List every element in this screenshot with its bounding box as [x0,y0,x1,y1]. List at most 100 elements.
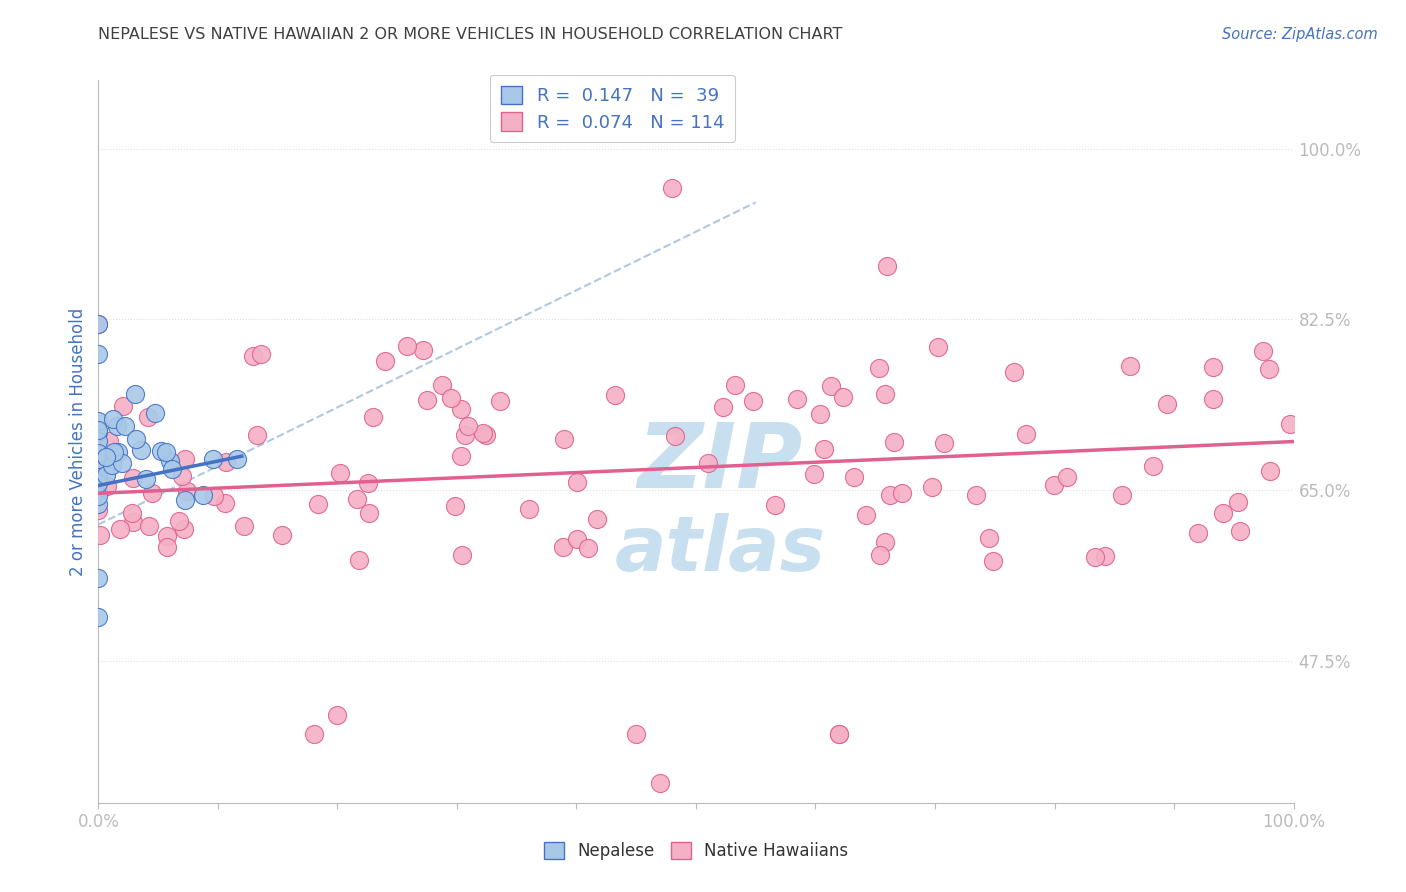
Text: Source: ZipAtlas.com: Source: ZipAtlas.com [1222,27,1378,42]
Point [250,347,273,361]
Point [977,531,1000,545]
Point [450,548,472,562]
Point [443,500,465,514]
Point [1202,392,1225,407]
Point [214,496,236,510]
Point [172,469,194,483]
Point [121,506,143,520]
Point [105,419,128,434]
Point [1002,365,1025,379]
Point [357,475,380,490]
Point [191,488,214,502]
Point [868,360,890,375]
Point [174,493,197,508]
Point [87,318,110,332]
Point [155,444,177,458]
Point [359,506,381,520]
Point [160,462,183,476]
Point [346,492,368,507]
Point [551,540,574,554]
Point [1257,361,1279,376]
Point [883,435,905,450]
Point [828,727,851,741]
Point [855,508,877,523]
Point [981,553,1004,567]
Point [111,399,134,413]
Point [122,471,145,485]
Point [1279,417,1302,431]
Point [87,610,110,624]
Point [489,394,512,409]
Point [94,467,117,482]
Point [820,378,842,392]
Point [87,445,110,459]
Point [156,528,179,542]
Point [138,519,160,533]
Point [1258,464,1281,478]
Point [813,442,835,457]
Point [202,489,225,503]
Point [225,451,247,466]
Point [696,456,718,470]
Point [723,377,745,392]
Point [873,535,896,549]
Point [450,401,472,416]
Point [87,470,110,484]
Point [844,470,866,484]
Point [135,472,157,486]
Point [416,392,439,407]
Point [471,425,494,440]
Legend: Nepalese, Native Hawaiians: Nepalese, Native Hawaiians [537,835,855,867]
Point [457,418,479,433]
Point [103,444,125,458]
Point [232,519,254,533]
Point [664,429,686,443]
Point [965,487,987,501]
Point [361,410,384,425]
Point [1111,488,1133,502]
Point [302,727,325,741]
Point [831,390,853,404]
Point [763,498,786,512]
Point [1226,494,1249,508]
Point [454,428,477,442]
Point [108,522,131,536]
Point [155,540,177,554]
Point [87,346,110,360]
Point [876,259,898,273]
Point [87,451,110,466]
Point [176,483,198,498]
Point [553,433,575,447]
Point [87,475,110,490]
Point [149,443,172,458]
Point [576,541,599,555]
Text: NEPALESE VS NATIVE HAWAIIAN 2 OR MORE VEHICLES IN HOUSEHOLD CORRELATION CHART: NEPALESE VS NATIVE HAWAIIAN 2 OR MORE VE… [98,27,842,42]
Point [101,458,124,472]
Point [934,436,956,450]
Point [111,456,134,470]
Point [214,455,236,469]
Point [567,532,589,546]
Point [808,407,831,421]
Point [87,458,110,472]
Point [921,480,943,494]
Point [87,425,110,439]
Point [1084,549,1107,564]
Text: ZIP: ZIP [637,419,803,508]
Point [869,548,891,562]
Point [271,528,294,542]
Point [395,339,418,353]
Point [626,727,648,741]
Point [103,411,125,425]
Point [1251,343,1274,358]
Point [742,394,765,409]
Point [440,391,463,405]
Point [567,475,589,489]
Point [586,512,609,526]
Point [1156,397,1178,411]
Point [89,527,111,541]
Point [114,418,136,433]
Point [242,349,264,363]
Point [1212,507,1234,521]
Point [96,479,118,493]
